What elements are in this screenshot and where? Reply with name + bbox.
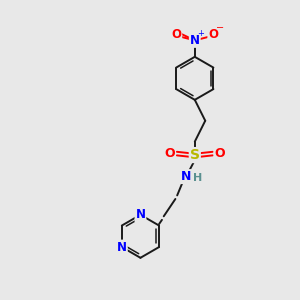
Text: H: H: [193, 173, 203, 183]
Text: O: O: [164, 147, 175, 160]
Text: N: N: [190, 34, 200, 47]
Text: O: O: [214, 147, 225, 160]
Text: N: N: [181, 170, 191, 183]
Text: −: −: [216, 23, 224, 34]
Text: N: N: [117, 241, 127, 254]
Text: O: O: [208, 28, 218, 41]
Text: N: N: [135, 208, 146, 221]
Text: O: O: [171, 28, 181, 41]
Text: S: S: [190, 148, 200, 162]
Text: +: +: [197, 29, 204, 38]
